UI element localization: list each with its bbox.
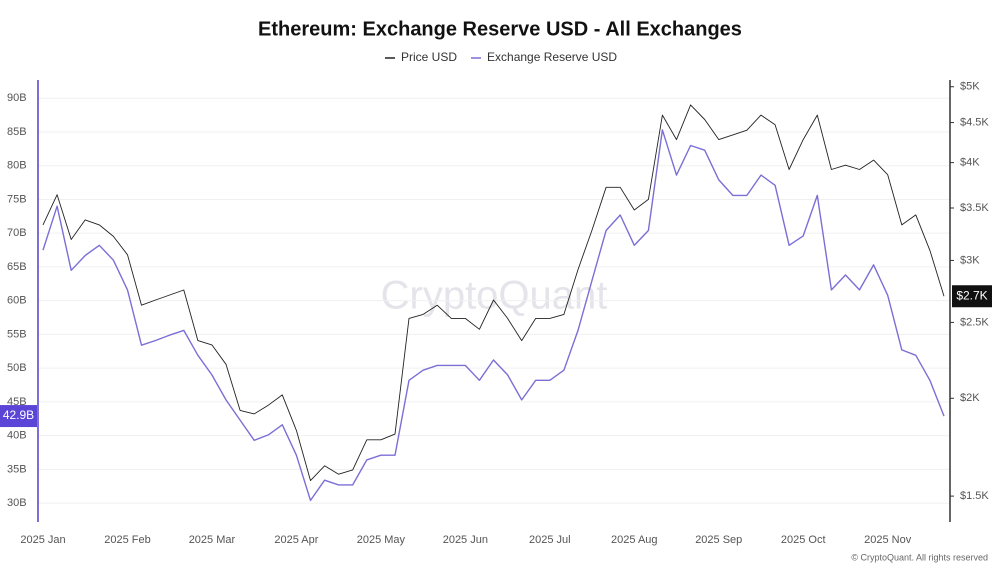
y-tick-label: 45B	[7, 396, 27, 408]
y-tick-label: 60B	[7, 295, 27, 307]
x-tick-label: 2025 Mar	[189, 534, 236, 546]
current-value-box	[952, 285, 992, 308]
y-tick-label: 80B	[7, 160, 27, 172]
y-tick-label: 65B	[7, 261, 27, 273]
y-tick-label: 90B	[7, 92, 27, 104]
y-tick-label: 35B	[7, 463, 27, 475]
y-tick-label: 40B	[7, 430, 27, 442]
x-tick-label: 2025 Feb	[104, 534, 150, 546]
current-value-box	[0, 405, 37, 428]
current-value-label: $2.7K	[956, 288, 987, 302]
y-tick-label: 85B	[7, 126, 27, 138]
y-tick-label: 70B	[7, 227, 27, 239]
x-tick-label: 2025 Aug	[611, 534, 658, 546]
y2-tick-label: $2K	[960, 392, 980, 404]
x-tick-label: 2025 Jul	[529, 534, 571, 546]
series-line	[42, 104, 945, 482]
x-tick-label: 2025 Jan	[20, 534, 65, 546]
y2-tick-label: $3.5K	[960, 202, 989, 214]
legend-label: Exchange Reserve USD	[487, 50, 617, 64]
y-tick-label: 30B	[7, 497, 27, 509]
x-tick-label: 2025 May	[357, 534, 406, 546]
y2-tick-label: $2.5K	[960, 316, 989, 328]
watermark: CryptoQuant	[381, 274, 608, 318]
copyright: © CryptoQuant. All rights reserved	[851, 552, 988, 562]
y2-tick-label: $4K	[960, 157, 980, 169]
series-line	[42, 129, 945, 502]
y-tick-label: 50B	[7, 362, 27, 374]
legend-label: Price USD	[401, 50, 457, 64]
x-tick-label: 2025 Nov	[864, 534, 912, 546]
current-value-label: 42.9B	[3, 408, 34, 422]
y2-tick-label: $1.5K	[960, 490, 989, 502]
x-tick-label: 2025 Apr	[274, 534, 318, 546]
y2-tick-label: $5K	[960, 81, 980, 93]
y2-tick-label: $4.5K	[960, 116, 989, 128]
y2-tick-label: $3K	[960, 254, 980, 266]
current-value-tag: $2.7K	[952, 285, 992, 308]
y-tick-label: 55B	[7, 328, 27, 340]
current-value-tag: 42.9B	[0, 405, 37, 428]
x-tick-label: 2025 Sep	[695, 534, 742, 546]
x-tick-label: 2025 Oct	[781, 534, 826, 546]
chart-title: Ethereum: Exchange Reserve USD - All Exc…	[258, 18, 742, 40]
y-tick-label: 75B	[7, 193, 27, 205]
x-tick-label: 2025 Jun	[443, 534, 488, 546]
